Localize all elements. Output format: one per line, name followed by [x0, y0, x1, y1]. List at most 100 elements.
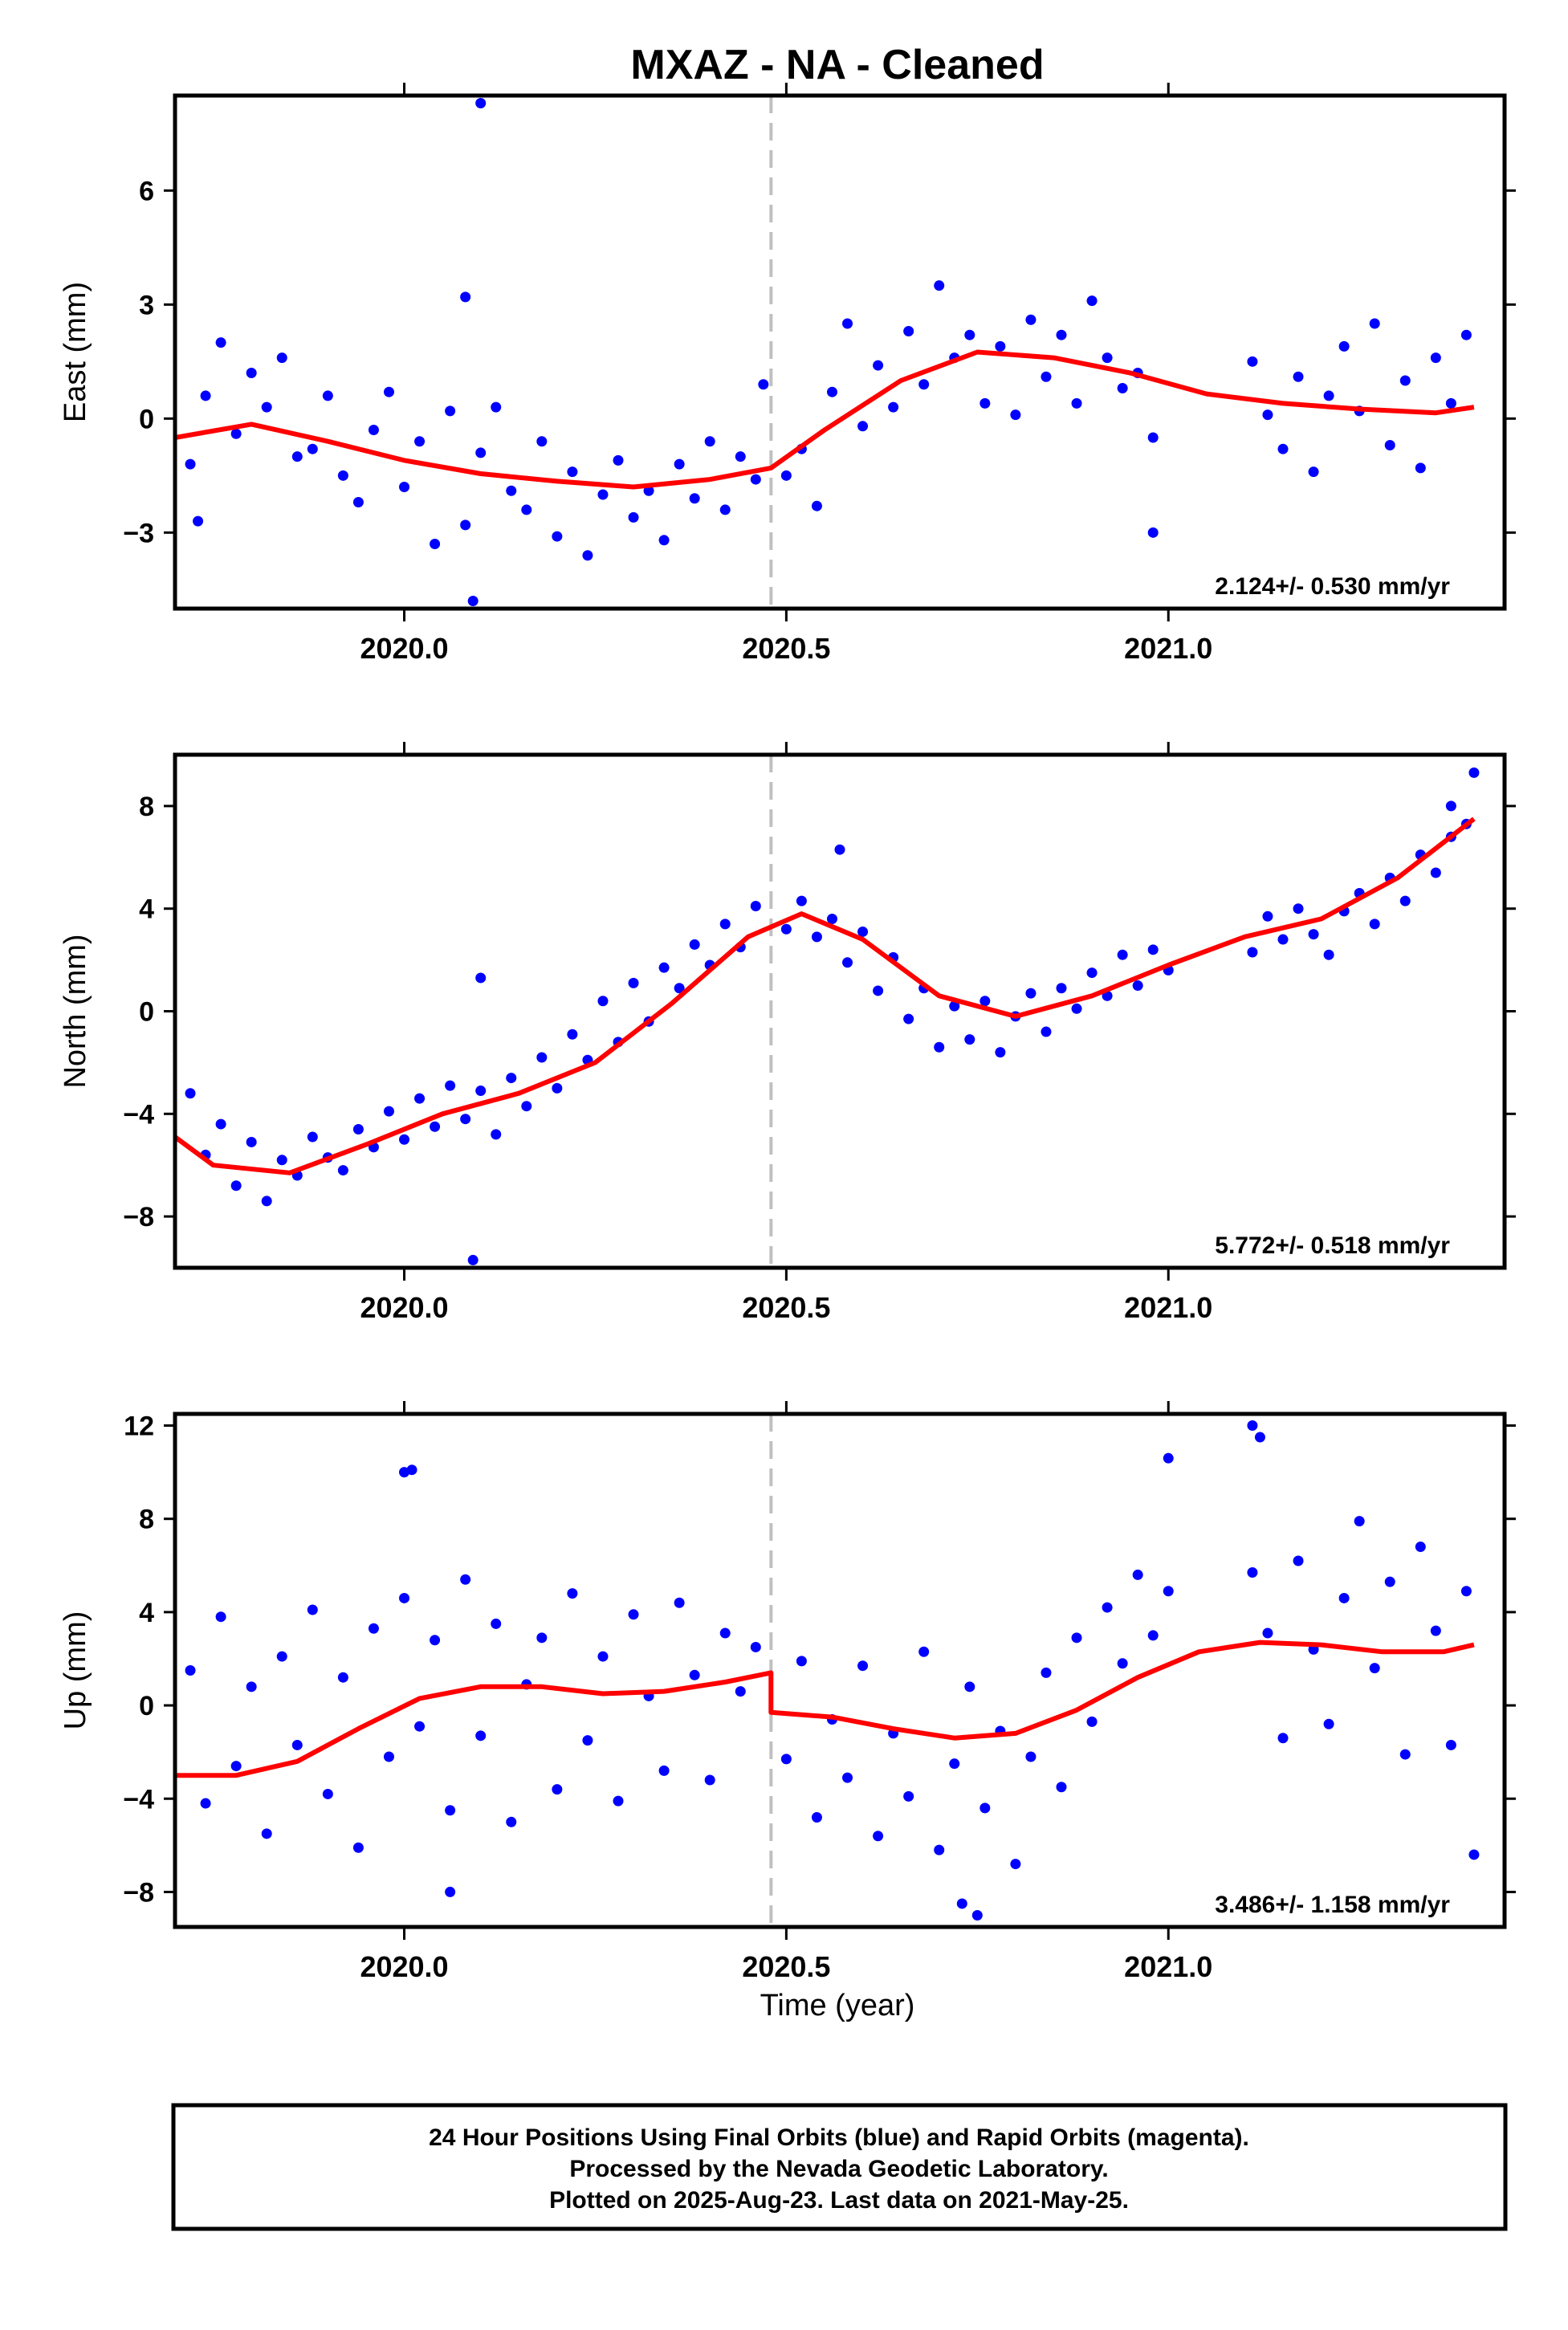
- data-point: [185, 1088, 196, 1099]
- data-point: [1430, 1625, 1441, 1636]
- data-point: [1460, 1586, 1472, 1597]
- data-point: [215, 337, 226, 348]
- data-point: [1323, 949, 1334, 960]
- plot-area: [175, 767, 1480, 1265]
- data-point: [658, 1765, 670, 1776]
- data-point: [1262, 409, 1273, 421]
- data-point-outlier: [467, 1254, 479, 1265]
- data-point: [1308, 466, 1319, 478]
- data-point: [1415, 462, 1426, 474]
- y-tick-label: −8: [123, 1877, 154, 1908]
- data-point: [430, 1635, 441, 1646]
- data-point: [491, 1618, 502, 1629]
- data-point: [1247, 1567, 1258, 1578]
- data-point: [1071, 397, 1082, 409]
- data-point: [399, 1592, 410, 1603]
- data-point: [506, 1073, 517, 1084]
- x-tick-label: 2020.0: [360, 1950, 448, 1983]
- data-point: [1102, 1602, 1113, 1613]
- plot-area: [175, 1420, 1480, 1921]
- data-point: [826, 386, 837, 397]
- data-point: [1041, 1667, 1052, 1678]
- data-point: [506, 1816, 517, 1827]
- data-point-outlier: [445, 1886, 456, 1897]
- data-point-outlier: [1468, 1849, 1480, 1860]
- data-point: [1399, 375, 1411, 386]
- y-axis-label: Up (mm): [59, 1611, 92, 1730]
- y-axis-label: North (mm): [59, 934, 92, 1088]
- data-point: [246, 1681, 257, 1693]
- data-point: [1117, 949, 1128, 960]
- data-point: [1132, 1569, 1143, 1580]
- data-point: [780, 1754, 792, 1765]
- data-point: [1071, 1003, 1082, 1014]
- footer-line-1: 24 Hour Positions Using Final Orbits (bl…: [429, 2124, 1249, 2151]
- data-point: [689, 1669, 700, 1680]
- data-point-outlier: [406, 1464, 417, 1476]
- data-point: [567, 1029, 578, 1040]
- data-point: [383, 386, 394, 397]
- y-tick-label: 8: [139, 1505, 154, 1535]
- data-point: [230, 1761, 242, 1772]
- data-point: [750, 1641, 761, 1652]
- data-point: [276, 1651, 287, 1662]
- x-tick-label: 2021.0: [1124, 1291, 1212, 1324]
- data-point: [475, 447, 487, 458]
- data-point: [1025, 314, 1037, 325]
- data-point: [964, 1034, 975, 1045]
- y-tick-label: 4: [139, 894, 154, 925]
- plot-frame: [173, 93, 1507, 611]
- data-point: [307, 1131, 318, 1143]
- data-point: [552, 1784, 563, 1795]
- data-point: [1247, 947, 1258, 958]
- data-point: [826, 913, 837, 924]
- data-point: [1293, 371, 1304, 382]
- x-tick-label: 2021.0: [1124, 1950, 1212, 1983]
- data-point: [1323, 1718, 1334, 1729]
- data-point-outlier: [1147, 527, 1159, 538]
- data-point: [857, 926, 869, 937]
- data-point: [1369, 1663, 1380, 1674]
- data-point: [1117, 1658, 1128, 1669]
- y-tick-label: −4: [123, 1099, 154, 1130]
- data-point: [1056, 983, 1067, 994]
- data-point: [337, 1165, 348, 1176]
- y-tick-label: 3: [139, 290, 154, 320]
- data-point: [291, 1739, 303, 1750]
- data-point: [1430, 867, 1441, 878]
- data-point: [399, 1134, 410, 1145]
- data-point: [758, 379, 769, 390]
- data-point: [1445, 1739, 1456, 1750]
- data-point: [322, 390, 333, 401]
- data-point: [368, 1623, 379, 1634]
- data-point: [597, 1651, 609, 1662]
- y-tick-label: −4: [123, 1784, 154, 1815]
- plot-frame: [173, 752, 1507, 1270]
- data-point: [811, 500, 822, 511]
- data-point: [352, 1842, 364, 1853]
- data-point: [521, 1101, 532, 1112]
- data-point: [1399, 895, 1411, 906]
- data-point-outlier: [193, 515, 204, 527]
- model-curve: [175, 817, 1476, 1175]
- x-axis-label: Time (year): [760, 1989, 915, 2022]
- data-point: [995, 1047, 1006, 1058]
- data-point: [1277, 1733, 1289, 1744]
- data-point: [475, 1730, 487, 1741]
- data-point: [719, 504, 731, 515]
- data-point: [352, 496, 364, 507]
- model-curve: [175, 1640, 1475, 1778]
- data-point: [1354, 1516, 1365, 1527]
- data-point: [230, 428, 242, 439]
- data-point-outlier: [971, 1909, 983, 1921]
- data-point: [307, 443, 318, 454]
- data-point: [1086, 967, 1098, 979]
- y-tick-label: −8: [123, 1202, 154, 1232]
- data-point: [430, 1121, 441, 1132]
- data-point: [873, 985, 884, 996]
- y-tick-label: 0: [139, 1691, 154, 1721]
- data-point: [1399, 1749, 1411, 1760]
- data-point: [979, 996, 991, 1007]
- data-point: [1323, 390, 1334, 401]
